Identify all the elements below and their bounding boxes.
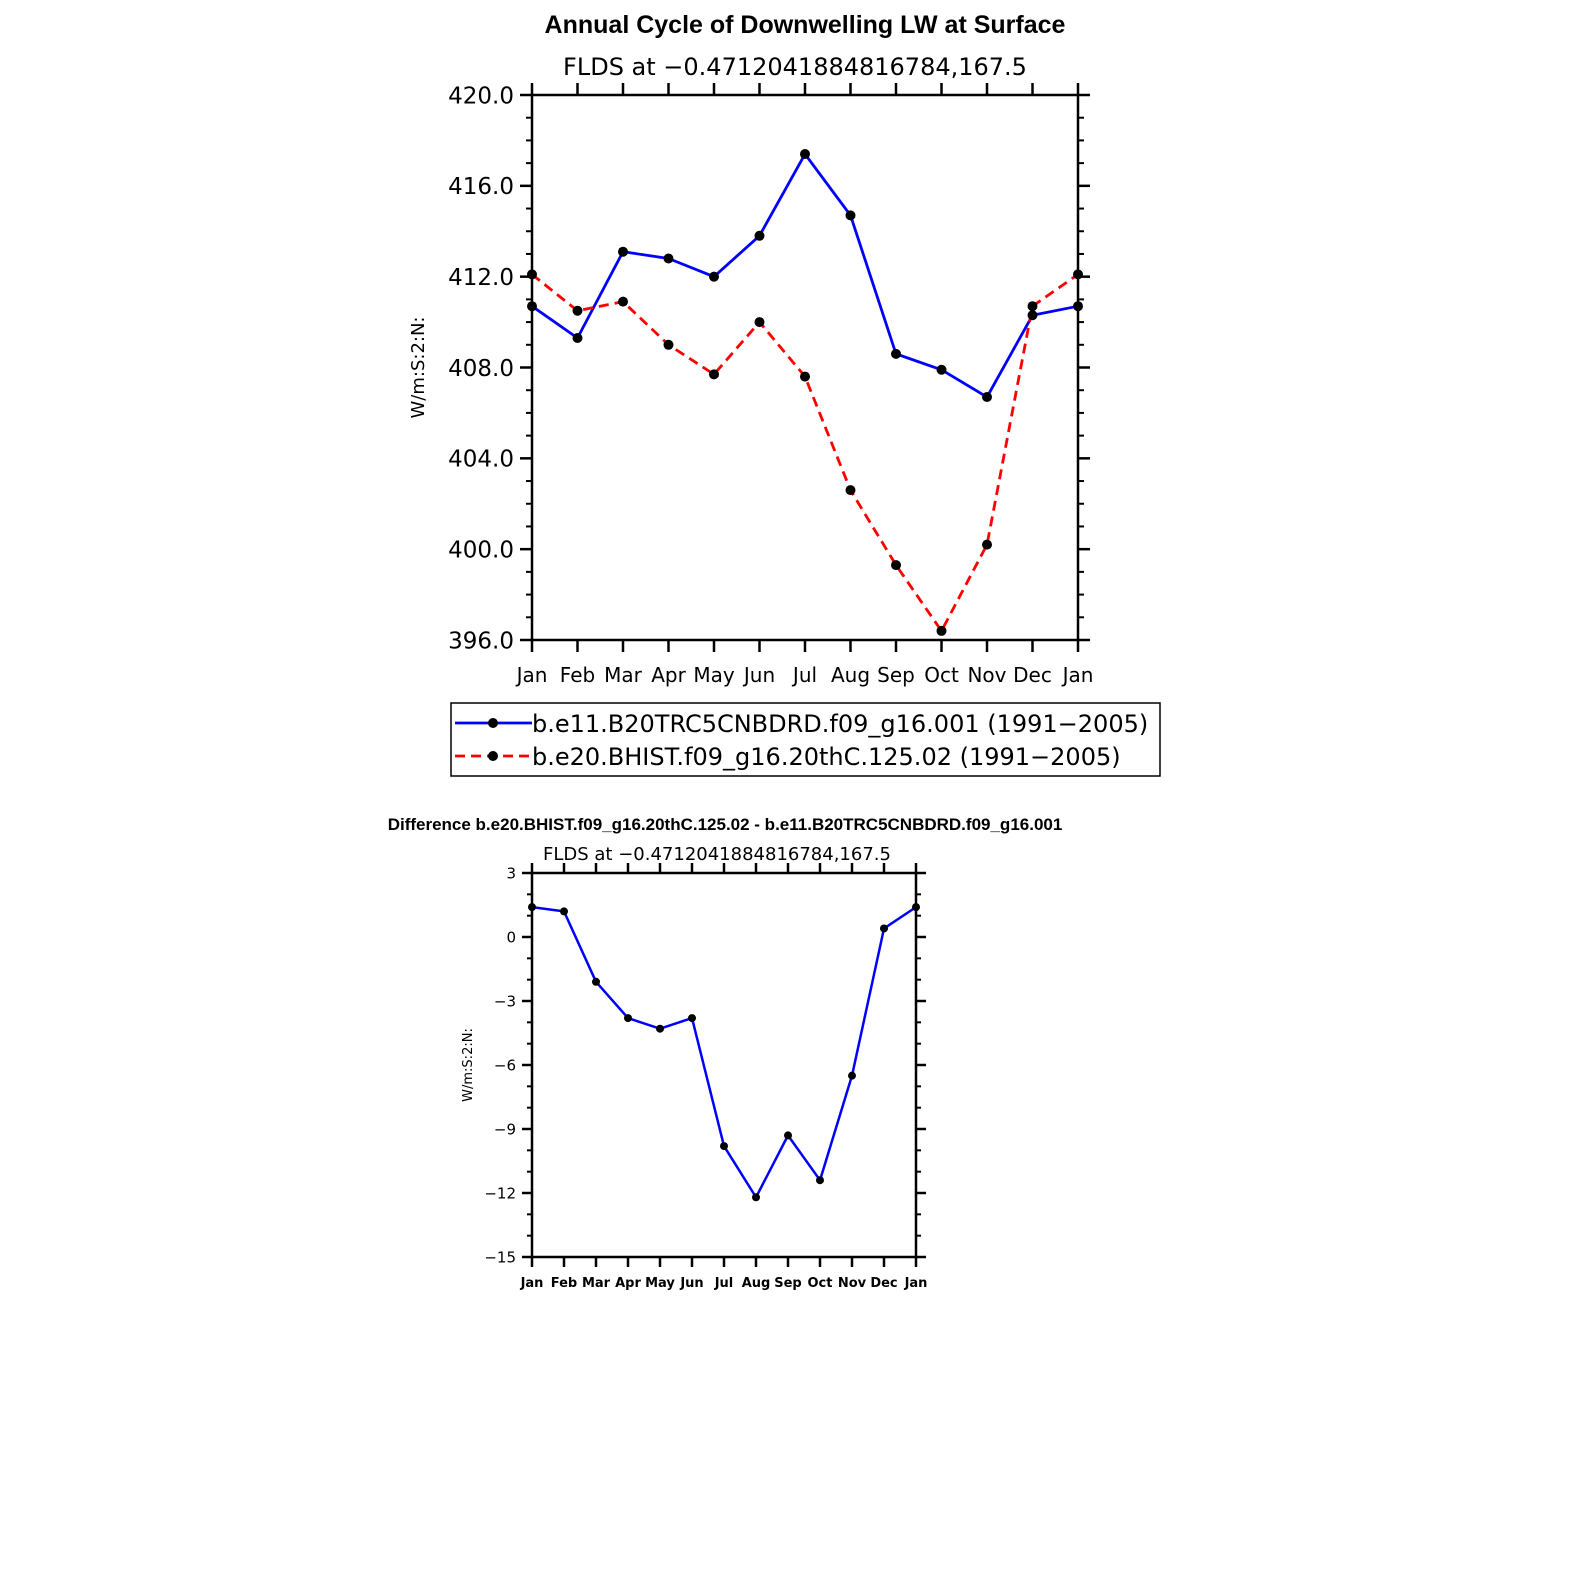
data-point-1 <box>592 977 600 986</box>
data-point-2 <box>982 539 992 550</box>
chart-subtitle: FLDS at −0.4712041884816784,167.5 <box>563 53 1027 81</box>
y-axis-label: W/m:S:2:N: <box>408 317 429 419</box>
x-tick-label: Mar <box>604 663 643 687</box>
x-tick-label: May <box>693 663 735 687</box>
x-tick-label: Nov <box>838 1276 867 1291</box>
data-point-2 <box>1073 269 1083 280</box>
data-point-1 <box>624 1014 632 1023</box>
x-tick-label: Feb <box>551 1276 577 1291</box>
y-tick-label: 0 <box>506 928 516 946</box>
data-point-2 <box>618 296 628 307</box>
legend-box <box>450 702 1161 777</box>
data-point-1 <box>528 903 536 912</box>
data-point-1 <box>784 1131 792 1140</box>
data-point-2 <box>527 269 537 280</box>
y-tick-label: 412.0 <box>448 265 514 291</box>
data-point-1 <box>720 1142 728 1151</box>
x-tick-label: Apr <box>615 1276 641 1291</box>
x-tick-label: Sep <box>774 1276 802 1291</box>
x-tick-label: Jan <box>520 1276 544 1291</box>
data-point-2 <box>572 305 583 316</box>
series-line-2 <box>531 273 1079 633</box>
series-line-1 <box>531 905 917 1199</box>
x-tick-label: Mar <box>582 1276 611 1291</box>
x-tick-label: Jan <box>904 1276 928 1291</box>
chart-title: Annual Cycle of Downwelling LW at Surfac… <box>545 11 1066 39</box>
x-tick-label: Jun <box>742 663 775 687</box>
chart-subtitle: FLDS at −0.4712041884816784,167.5 <box>543 844 891 865</box>
data-point-1 <box>527 301 537 312</box>
x-tick-label: Jan <box>515 663 548 687</box>
data-point-1 <box>982 392 992 403</box>
chart-1: Annual Cycle of Downwelling LW at Surfac… <box>408 11 1161 777</box>
data-point-1 <box>891 348 901 359</box>
legend-marker <box>488 718 498 728</box>
y-tick-label: 3 <box>506 864 516 882</box>
data-point-1 <box>754 230 765 241</box>
x-tick-label: Feb <box>560 663 595 687</box>
plot-frame <box>530 93 1080 642</box>
y-tick-label: 396.0 <box>448 628 514 654</box>
data-point-2 <box>891 560 901 571</box>
chart-2: Difference b.e20.BHIST.f09_g16.20thC.125… <box>388 815 1063 1291</box>
x-tick-label: Nov <box>967 663 1006 687</box>
data-point-1 <box>656 1024 664 1033</box>
data-point-2 <box>709 369 719 380</box>
plot-frame <box>530 871 918 1259</box>
x-tick-label: Dec <box>870 1276 897 1291</box>
x-tick-label: Jul <box>714 1276 734 1291</box>
x-tick-label: Oct <box>924 663 959 687</box>
y-tick-label: 400.0 <box>448 537 514 563</box>
y-tick-label: −6 <box>494 1056 516 1074</box>
series-line-1 <box>531 152 1079 399</box>
data-point-1 <box>709 271 719 282</box>
legend-label: b.e11.B20TRC5CNBDRD.f09_g16.001 (1991−20… <box>532 710 1148 738</box>
x-tick-label: Apr <box>651 663 686 687</box>
legend-label: b.e20.BHIST.f09_g16.20thC.125.02 (1991−2… <box>532 743 1121 771</box>
y-tick-label: −3 <box>494 992 516 1010</box>
y-axis-label: W/m:S:2:N: <box>461 1028 476 1102</box>
data-point-1 <box>1073 301 1083 312</box>
data-point-1 <box>912 903 920 912</box>
data-point-1 <box>560 907 568 916</box>
x-tick-label: Jun <box>679 1276 703 1291</box>
y-tick-label: −15 <box>484 1248 516 1266</box>
legend-marker <box>488 751 498 761</box>
data-point-1 <box>1027 310 1038 321</box>
data-point-1 <box>688 1014 696 1023</box>
y-tick-label: 420.0 <box>448 83 514 109</box>
y-tick-label: −9 <box>494 1120 516 1138</box>
data-point-1 <box>816 1176 824 1185</box>
x-tick-label: Jul <box>791 663 817 687</box>
data-point-1 <box>572 332 583 343</box>
data-point-2 <box>936 625 947 636</box>
data-point-1 <box>800 149 810 160</box>
y-tick-label: 416.0 <box>448 174 514 200</box>
data-point-2 <box>754 317 765 328</box>
data-point-1 <box>880 924 888 933</box>
x-tick-label: Dec <box>1013 663 1052 687</box>
y-tick-label: 408.0 <box>448 356 514 382</box>
x-tick-label: Oct <box>808 1276 833 1291</box>
x-tick-label: Jan <box>1061 663 1094 687</box>
data-point-1 <box>663 253 674 264</box>
x-tick-label: Aug <box>831 663 870 687</box>
data-point-1 <box>845 210 856 221</box>
x-tick-label: Sep <box>877 663 915 687</box>
y-tick-label: −12 <box>484 1184 516 1202</box>
x-tick-label: May <box>645 1276 675 1291</box>
data-point-1 <box>752 1193 760 1202</box>
legend: b.e11.B20TRC5CNBDRD.f09_g16.001 (1991−20… <box>450 702 1161 777</box>
chart-title: Difference b.e20.BHIST.f09_g16.20thC.125… <box>388 815 1063 834</box>
data-point-2 <box>800 371 810 382</box>
data-point-1 <box>618 246 628 257</box>
y-tick-label: 404.0 <box>448 447 514 473</box>
data-point-1 <box>848 1071 856 1080</box>
data-point-2 <box>1027 301 1038 312</box>
x-tick-label: Aug <box>742 1276 771 1291</box>
data-point-1 <box>936 364 947 375</box>
data-point-2 <box>845 485 856 496</box>
data-point-2 <box>663 339 674 350</box>
